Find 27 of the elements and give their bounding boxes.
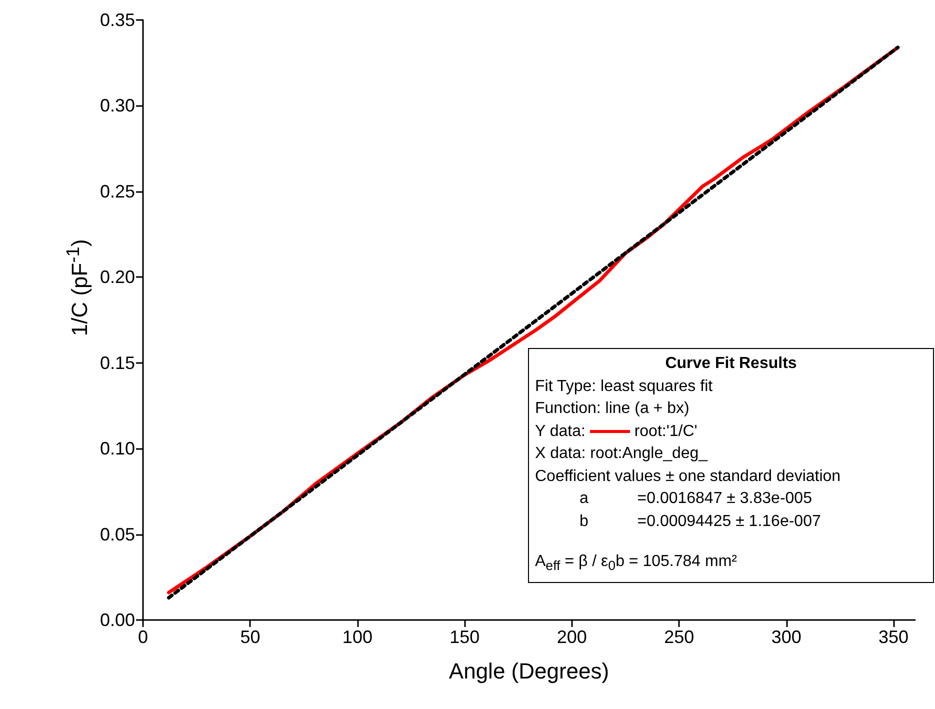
annotation: a =0.0016847 ± 3.83e-005: [578, 489, 813, 509]
legend-label: root:'1/C': [634, 422, 698, 440]
x-axis-title: Angle (Degrees): [448, 658, 610, 684]
annotation: Fit Type: least squares fit: [535, 376, 714, 396]
y-tick-label: 0.05: [100, 524, 135, 544]
annotation: b =0.00094425 ± 1.16e-007: [578, 512, 822, 532]
annotation: Function: line (a + bx): [535, 399, 690, 419]
y-tick-label: 0.10: [100, 438, 135, 459]
annotation: X data: root:Angle_deg_: [535, 444, 709, 464]
x-tick-label: 350: [878, 627, 909, 647]
y-tick-label: 0.00: [100, 610, 135, 630]
legend-title: Curve Fit Results: [664, 354, 798, 374]
x-tick-label: 50: [240, 627, 260, 647]
x-tick-label: 200: [556, 627, 587, 647]
y-tick-label: 0.20: [100, 267, 135, 288]
x-tick-label: 100: [342, 627, 372, 647]
y-tick-label: 0.15: [100, 352, 135, 373]
annotation: A$_{eff}$ = β / ε$_{0}$b = 105.784 mm²: [535, 552, 738, 576]
x-tick-label: 150: [450, 627, 480, 647]
annotation: Coefficient values ± one standard deviation: [535, 466, 842, 486]
y-tick-label: 0.30: [100, 96, 135, 116]
x-tick-label: 250: [664, 627, 694, 647]
x-tick-label: 300: [771, 627, 802, 647]
annotation: Y data:: [535, 422, 586, 440]
y-tick-label: 0.25: [100, 181, 135, 202]
y-tick-label: 0.35: [100, 10, 135, 30]
x-tick-label: 0: [138, 627, 148, 647]
